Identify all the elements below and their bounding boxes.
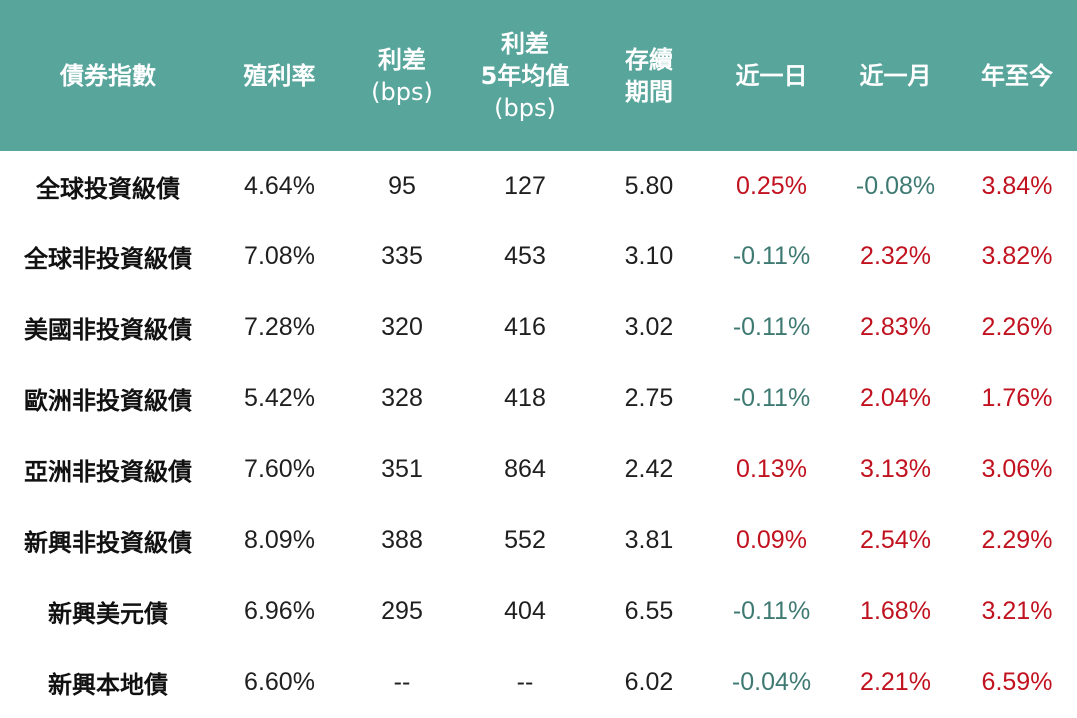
- cell-index-name: 全球投資級債: [36, 174, 180, 203]
- table-row: 全球非投資級債 7.08% 335 453 3.10 -0.11% 2.32% 3.82%: [0, 221, 1077, 292]
- cell-index-name: 亞洲非投資級債: [24, 458, 192, 486]
- header-spread: 利差 (bps): [371, 45, 433, 106]
- cell-index-name: 新興美元債: [48, 600, 168, 628]
- header-duration: 存續 期間: [625, 45, 673, 106]
- cell-spread-5y-avg: --: [516, 668, 534, 696]
- cell-duration: 6.55: [624, 597, 674, 625]
- cell-1m: 2.32%: [860, 242, 931, 270]
- header-spread-5y-avg: 利差 5年均值 (bps): [480, 29, 570, 122]
- cell-ytd: 3.21%: [981, 597, 1053, 625]
- cell-index-name: 美國非投資級債: [24, 316, 192, 344]
- cell-ytd: 3.82%: [981, 242, 1053, 270]
- header-row: 債券指數 殖利率 利差 (bps) 利差 5年均值 (bps) 存續 期間 近一…: [0, 0, 1077, 151]
- cell-1m: 3.13%: [860, 455, 931, 483]
- cell-yield: 8.09%: [244, 526, 315, 554]
- cell-yield: 6.60%: [244, 668, 315, 696]
- table-row: 亞洲非投資級債 7.60% 351 864 2.42 0.13% 3.13% 3.06%: [0, 434, 1077, 505]
- table-row: 歐洲非投資級債 5.42% 328 418 2.75 -0.11% 2.04% 1.76%: [0, 363, 1077, 434]
- cell-1m: 2.21%: [860, 668, 931, 696]
- header-index: 債券指數: [60, 61, 156, 90]
- cell-1d: -0.11%: [732, 242, 811, 270]
- cell-yield: 7.28%: [244, 313, 315, 341]
- cell-index-name: 全球非投資級債: [24, 245, 192, 273]
- cell-duration: 3.81: [624, 526, 674, 554]
- cell-duration: 5.80: [624, 171, 674, 200]
- cell-spread: 388: [381, 526, 423, 554]
- cell-index-name: 新興本地債: [48, 671, 168, 699]
- cell-duration: 3.10: [624, 242, 674, 270]
- cell-spread-5y-avg: 127: [504, 171, 546, 200]
- cell-spread: --: [393, 668, 411, 696]
- cell-1d: -0.11%: [732, 313, 811, 341]
- cell-1d: -0.04%: [731, 668, 812, 696]
- cell-ytd: 3.06%: [981, 455, 1053, 483]
- cell-1m: 2.83%: [860, 313, 931, 341]
- cell-yield: 6.96%: [244, 597, 315, 625]
- cell-spread: 351: [381, 455, 423, 483]
- cell-ytd: 2.29%: [981, 526, 1053, 554]
- cell-1d: 0.13%: [736, 455, 807, 483]
- cell-1m: 2.54%: [860, 526, 931, 554]
- cell-spread-5y-avg: 453: [504, 242, 546, 270]
- header-1d: 近一日: [735, 61, 808, 90]
- table-row: 美國非投資級債 7.28% 320 416 3.02 -0.11% 2.83% 2.26%: [0, 292, 1077, 363]
- cell-ytd: 3.84%: [981, 171, 1053, 200]
- cell-spread: 320: [381, 313, 423, 341]
- cell-1m: -0.08%: [855, 171, 936, 200]
- cell-ytd: 2.26%: [981, 313, 1053, 341]
- cell-yield: 7.08%: [244, 242, 315, 270]
- cell-index-name: 歐洲非投資級債: [24, 387, 192, 415]
- cell-1d: 0.25%: [736, 171, 807, 200]
- cell-index-name: 新興非投資級債: [24, 529, 192, 557]
- header-ytd: 年至今: [981, 61, 1053, 90]
- cell-yield: 7.60%: [244, 455, 315, 483]
- header-yield: 殖利率: [243, 61, 316, 90]
- cell-1d: 0.09%: [736, 526, 807, 554]
- header-1m: 近一月: [859, 61, 932, 90]
- cell-spread-5y-avg: 864: [504, 455, 546, 483]
- cell-duration: 2.42: [624, 455, 674, 483]
- table-row: 新興非投資級債 8.09% 388 552 3.81 0.09% 2.54% 2.29%: [0, 505, 1077, 576]
- table-row: 新興本地債 6.60% -- -- 6.02 -0.04% 2.21% 6.59%: [0, 647, 1077, 718]
- cell-spread-5y-avg: 404: [504, 597, 546, 625]
- cell-1m: 2.04%: [860, 384, 931, 412]
- cell-ytd: 1.76%: [981, 384, 1053, 412]
- cell-yield: 4.64%: [244, 171, 315, 200]
- cell-spread-5y-avg: 418: [504, 384, 546, 412]
- cell-spread: 295: [381, 597, 423, 625]
- table-row: 全球投資級債 4.64% 95 127 5.80 0.25% -0.08% 3.84%: [0, 151, 1077, 221]
- cell-spread-5y-avg: 416: [504, 313, 546, 341]
- table-row: 新興美元債 6.96% 295 404 6.55 -0.11% 1.68% 3.21%: [0, 576, 1077, 647]
- cell-spread: 328: [381, 384, 423, 412]
- cell-duration: 6.02: [624, 668, 674, 696]
- cell-spread: 335: [381, 242, 423, 270]
- cell-spread: 95: [388, 171, 416, 200]
- cell-1d: -0.11%: [732, 384, 811, 412]
- cell-yield: 5.42%: [244, 384, 315, 412]
- cell-duration: 3.02: [624, 313, 674, 341]
- cell-duration: 2.75: [624, 384, 674, 412]
- cell-1m: 1.68%: [860, 597, 931, 625]
- cell-1d: -0.11%: [732, 597, 811, 625]
- cell-ytd: 6.59%: [981, 668, 1053, 696]
- cell-spread-5y-avg: 552: [504, 526, 546, 554]
